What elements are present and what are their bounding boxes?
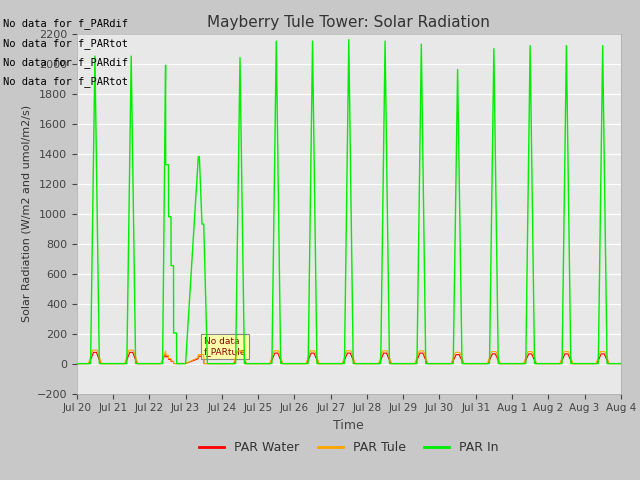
Text: No data
f_PARtule: No data f_PARtule: [204, 337, 246, 357]
Text: No data for f_PARtot: No data for f_PARtot: [3, 76, 128, 87]
Legend: PAR Water, PAR Tule, PAR In: PAR Water, PAR Tule, PAR In: [194, 436, 504, 459]
Y-axis label: Solar Radiation (W/m2 and umol/m2/s): Solar Radiation (W/m2 and umol/m2/s): [21, 105, 31, 322]
X-axis label: Time: Time: [333, 419, 364, 432]
Text: No data for f_PARtot: No data for f_PARtot: [3, 37, 128, 48]
Title: Mayberry Tule Tower: Solar Radiation: Mayberry Tule Tower: Solar Radiation: [207, 15, 490, 30]
Text: No data for f_PARdif: No data for f_PARdif: [3, 18, 128, 29]
Text: No data for f_PARdif: No data for f_PARdif: [3, 57, 128, 68]
